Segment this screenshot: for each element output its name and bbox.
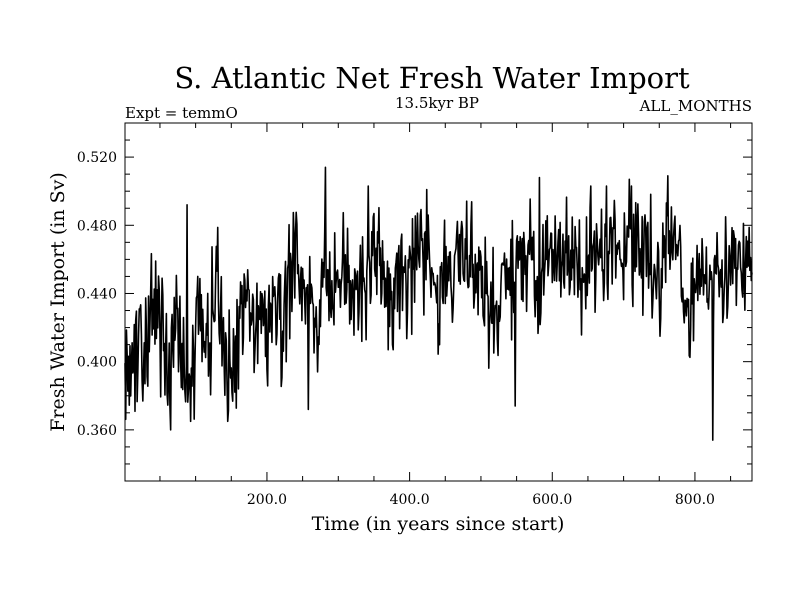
x-tick-label: 800.0 (675, 492, 715, 508)
y-axis-label: Fresh Water Import (in Sv) (47, 172, 69, 432)
y-tick-label: 0.480 (77, 218, 117, 234)
tick-labels: 200.0 400.0 600.0 800.0 0.360 0.400 0.440 0.480… (77, 150, 715, 508)
x-tick-label: 400.0 (390, 492, 430, 508)
x-tick-label: 200.0 (247, 492, 287, 508)
plot-frame (124, 122, 753, 482)
series-line (124, 166, 753, 441)
y-tick-label: 0.360 (77, 423, 117, 439)
subtitle-center: 13.5kyr BP (395, 94, 479, 112)
y-tick-label: 0.440 (77, 286, 117, 302)
series-layer (124, 166, 753, 441)
subtitle-left: Expt = temmO (125, 104, 238, 122)
x-tick-label: 600.0 (532, 492, 572, 508)
x-axis-label: Time (in years since start) (312, 513, 565, 535)
chart-title: S. Atlantic Net Fresh Water Import (174, 61, 690, 95)
y-tick-label: 0.400 (77, 355, 117, 371)
subtitle-right: ALL_MONTHS (639, 97, 752, 115)
y-tick-label: 0.520 (77, 150, 117, 166)
